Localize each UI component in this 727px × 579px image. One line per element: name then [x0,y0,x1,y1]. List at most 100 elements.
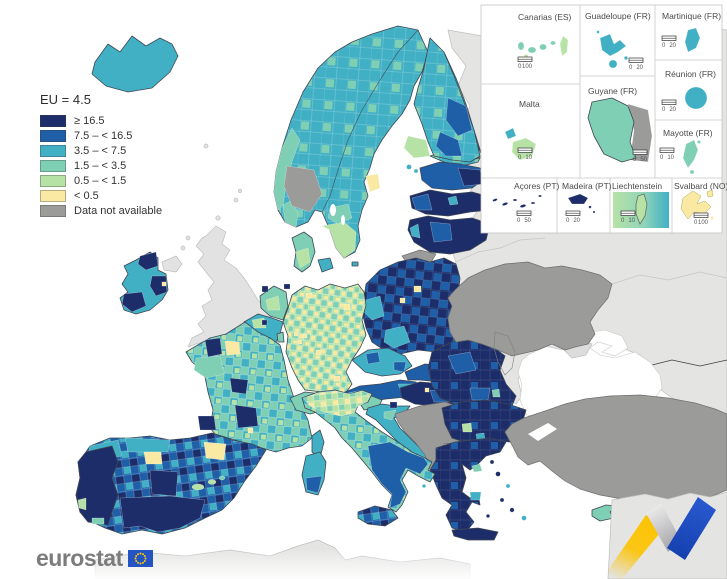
scale-bar: 0 50 [632,149,648,163]
scale-bar: 0 20 [628,57,644,71]
inset-label: Açores (PT) [514,181,560,191]
svg-text:10: 10 [525,155,532,161]
scale-bar: 0 100 [693,212,709,226]
svg-text:0: 0 [629,65,633,71]
svg-text:20: 20 [669,107,676,113]
scale-bar: 0 20 [661,35,677,49]
svg-text:100: 100 [698,220,709,226]
france [185,321,325,459]
greece [422,437,527,541]
legend-swatch [40,130,66,142]
svg-text:10: 10 [667,155,674,161]
svg-text:0: 0 [518,155,522,161]
inset-panel: Canarias (ES) Guadeloupe (FR) Martinique… [480,4,727,234]
baltic-states [401,161,495,265]
svg-text:0: 0 [662,43,666,49]
svg-text:100: 100 [522,64,533,70]
inset-cell-guyane: Guyane (FR) [587,86,653,163]
legend-swatch [40,160,66,172]
inset-label: Malta [519,99,540,109]
legend-class-label: 3.5 – < 7.5 [74,145,127,157]
inset-label: Guadeloupe (FR) [585,11,651,21]
svg-text:0: 0 [633,157,637,163]
legend-swatch [40,190,66,202]
svg-text:0: 0 [621,218,625,224]
legend: EU = 4.5 ≥ 16.5 7.5 – < 16.5 3.5 – < 7.5 1.… [40,92,230,220]
svg-text:10: 10 [628,218,635,224]
inset-cell-liechtenstein: Liechtenstein [612,181,669,228]
legend-class-row: Data not available [40,205,230,217]
inset-cell-guadeloupe: Guadeloupe (FR) [585,11,651,69]
legend-swatch [40,205,66,217]
inset-cell-acores: Açores (PT) [492,181,560,208]
legend-class-row: 7.5 – < 16.5 [40,130,230,142]
italy [301,389,436,527]
svg-text:50: 50 [640,157,647,163]
eu-flag-icon [127,550,153,567]
scale-bar: 0 50 [516,210,532,224]
sea-of-marmara [528,423,557,441]
iberian-peninsula [75,432,267,535]
scale-bar: 0 20 [661,99,677,113]
corsica [311,429,325,459]
eurostat-logo: eurostat [36,545,153,572]
legend-title: EU = 4.5 [40,92,91,107]
svg-text:0: 0 [517,218,521,224]
legend-class-row: < 0.5 [40,190,230,202]
scale-bar: 0 10 [659,147,675,161]
poland [361,257,463,355]
portugal [75,445,119,526]
netherlands [259,283,291,321]
svg-text:0: 0 [662,107,666,113]
legend-class-row: 0.5 – < 1.5 [40,175,230,187]
crete [451,527,499,541]
svg-text:0: 0 [694,220,698,226]
iceland [91,35,179,93]
scale-bar: 0 100 [517,56,533,70]
svg-text:0: 0 [518,64,522,70]
inset-label: Guyane (FR) [588,86,637,96]
legend-swatch [40,175,66,187]
inset-cell-mayotte: Mayotte (FR) [663,128,713,175]
inset-cell-svalbard: Svalbard (NO) [674,181,727,220]
eurostat-logo-text: eurostat [36,545,123,571]
legend-class-label: 1.5 – < 3.5 [74,160,127,172]
inset-cell-madeira: Madeira (PT) [562,181,612,214]
legend-swatch [40,115,66,127]
inset-label: Liechtenstein [612,181,662,191]
legend-class-row: ≥ 16.5 [40,115,230,127]
eurostat-ribbon-decoration [604,497,716,579]
svg-text:20: 20 [573,218,580,224]
inset-label: Mayotte (FR) [663,128,713,138]
scale-bar: 0 10 [620,210,636,224]
svg-text:50: 50 [524,218,531,224]
legend-class-row: 1.5 – < 3.5 [40,160,230,172]
inset-scale-bars: 0 100 0 20 0 20 0 20 0 10 0 50 [516,35,709,226]
inset-label: Svalbard (NO) [674,181,727,191]
scale-bar: 0 10 [517,147,533,161]
svg-text:20: 20 [669,43,676,49]
turkey [504,394,727,500]
legend-class-row: 3.5 – < 7.5 [40,145,230,157]
scale-bar: 0 20 [565,210,581,224]
inset-label: Martinique (FR) [662,11,721,21]
ukraine-moldova [447,261,613,376]
legend-class-label: 7.5 – < 16.5 [74,130,133,142]
legend-class-label: < 0.5 [74,190,99,202]
inset-label: Réunion (FR) [665,69,716,79]
ireland [119,251,169,315]
sicily [357,505,399,527]
inset-cell-reunion: Réunion (FR) [665,69,716,110]
denmark [291,231,359,273]
svg-text:0: 0 [566,218,570,224]
inset-label: Canarias (ES) [518,12,572,22]
legend-swatch [40,145,66,157]
inset-label: Madeira (PT) [562,181,612,191]
legend-class-label: Data not available [74,205,163,217]
inset-dividers [481,5,722,233]
czechia [351,347,413,377]
legend-class-label: ≥ 16.5 [74,115,105,127]
legend-class-label: 0.5 – < 1.5 [74,175,127,187]
